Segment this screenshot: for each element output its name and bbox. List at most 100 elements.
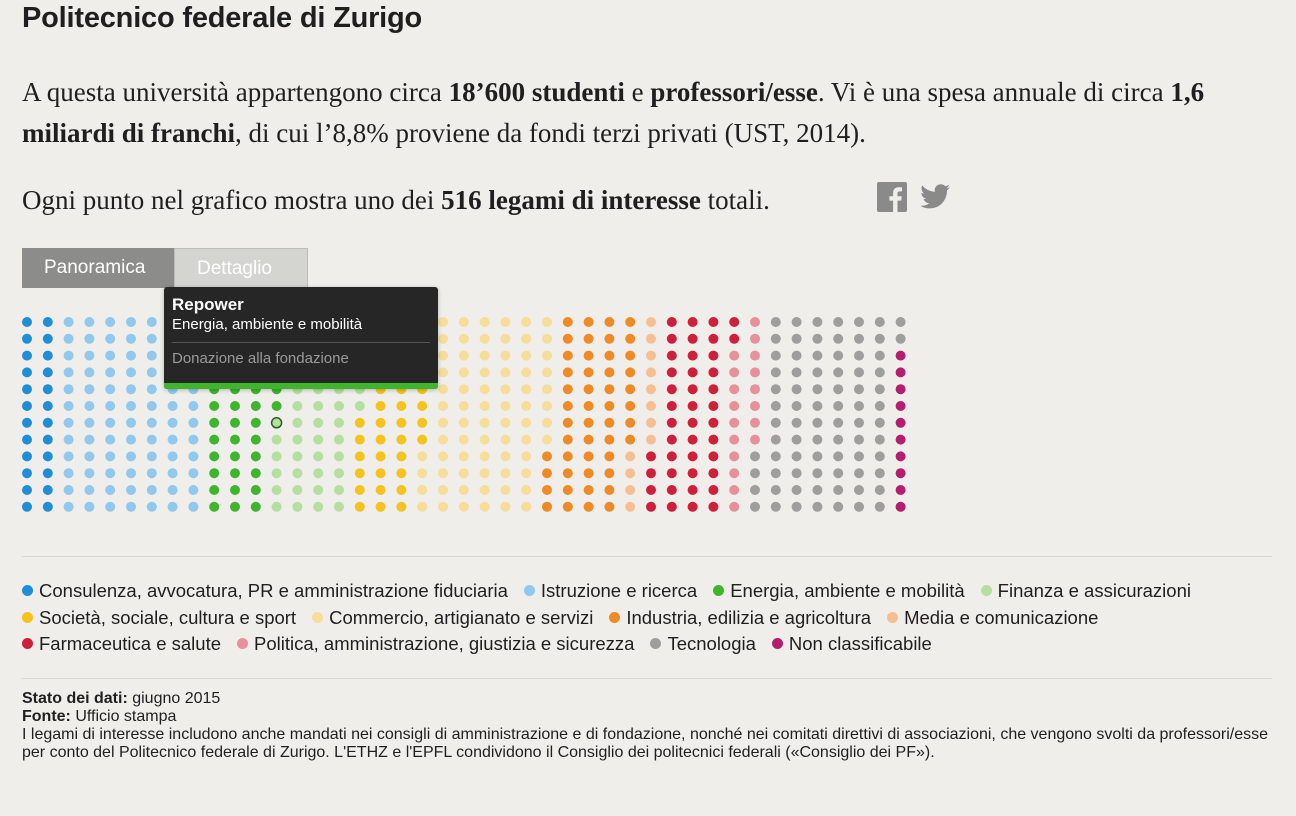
interest-dot[interactable] [895,333,906,344]
interest-dot[interactable] [708,317,719,327]
interest-dot[interactable] [604,401,615,411]
interest-dot[interactable] [708,434,719,445]
interest-dot[interactable] [812,350,823,361]
interest-dot[interactable] [438,367,448,378]
interest-dot[interactable] [604,434,615,445]
interest-dot[interactable] [708,501,719,512]
interest-dot[interactable] [791,485,802,495]
interest-dot[interactable] [458,485,469,495]
interest-dot[interactable] [292,501,303,512]
interest-dot[interactable] [542,350,552,361]
interest-dot[interactable] [833,384,844,395]
interest-dot[interactable] [209,434,220,445]
interest-dot[interactable] [438,434,448,445]
interest-dot[interactable] [438,317,448,327]
interest-dot[interactable] [770,333,781,344]
interest-dot[interactable] [209,501,220,512]
interest-dot[interactable] [417,417,428,428]
interest-dot[interactable] [542,317,552,327]
interest-dot[interactable] [666,468,677,479]
interest-dot[interactable] [42,417,53,428]
interest-dot[interactable] [562,451,573,462]
interest-dot[interactable] [271,468,282,479]
interest-dot[interactable] [458,417,469,428]
interest-dot[interactable] [458,434,469,445]
interest-dot[interactable] [84,401,95,411]
interest-dot[interactable] [625,501,636,512]
interest-dot[interactable] [687,485,698,495]
interest-dot[interactable] [854,485,864,495]
interest-dot[interactable] [646,367,656,378]
interest-dot[interactable] [583,401,594,411]
interest-dot[interactable] [770,417,781,428]
interest-dot[interactable] [458,333,469,344]
interest-dot[interactable] [479,434,490,445]
interest-dot[interactable] [895,401,906,411]
interest-dot[interactable] [708,367,719,378]
interest-dot[interactable] [895,367,906,378]
interest-dot[interactable] [230,434,240,445]
interest-dot[interactable] [146,350,157,361]
interest-dot[interactable] [895,501,906,512]
interest-dot[interactable] [625,468,636,479]
interest-dot[interactable] [708,333,719,344]
interest-dot[interactable] [417,401,428,411]
interest-dot[interactable] [458,317,469,327]
interest-dot[interactable] [209,485,220,495]
interest-dot[interactable] [729,468,740,479]
interest-dot[interactable] [250,501,261,512]
interest-dot[interactable] [396,434,407,445]
interest-dot[interactable] [292,417,303,428]
interest-dot[interactable] [458,367,469,378]
interest-dot[interactable] [625,384,636,395]
interest-dot[interactable] [500,317,511,327]
interest-dot[interactable] [292,485,303,495]
interest-dot[interactable] [146,468,157,479]
interest-dot[interactable] [521,350,532,361]
interest-dot[interactable] [84,333,95,344]
interest-dot[interactable] [105,501,116,512]
interest-dot[interactable] [791,384,802,395]
interest-dot[interactable] [313,451,324,462]
interest-dot[interactable] [42,350,53,361]
interest-dot[interactable] [500,367,511,378]
interest-dot[interactable] [479,468,490,479]
interest-dot[interactable] [63,451,74,462]
interest-dot[interactable] [126,317,136,327]
interest-dot[interactable] [126,417,136,428]
interest-dot[interactable] [812,333,823,344]
interest-dot[interactable] [22,350,32,361]
interest-dot[interactable] [625,401,636,411]
interest-dot[interactable] [479,317,490,327]
interest-dot[interactable] [354,434,365,445]
interest-dot[interactable] [63,434,74,445]
interest-dot[interactable] [646,333,656,344]
interest-dot[interactable] [750,384,760,395]
interest-dot[interactable] [105,317,116,327]
interest-dot[interactable] [646,384,656,395]
interest-dot[interactable] [105,434,116,445]
interest-dot[interactable] [542,485,552,495]
interest-dot[interactable] [583,501,594,512]
interest-dot[interactable] [521,317,532,327]
interest-dot[interactable] [770,468,781,479]
interest-dot[interactable] [833,451,844,462]
interest-dot[interactable] [687,384,698,395]
interest-dot[interactable] [396,501,407,512]
interest-dot[interactable] [833,434,844,445]
interest-dot[interactable] [500,350,511,361]
interest-dot[interactable] [604,468,615,479]
interest-dot[interactable] [791,333,802,344]
interest-dot[interactable] [521,485,532,495]
interest-dot[interactable] [666,384,677,395]
interest-dot[interactable] [334,501,344,512]
interest-dot[interactable] [334,417,344,428]
interest-dot[interactable] [396,401,407,411]
interest-dot[interactable] [334,468,344,479]
interest-dot[interactable] [292,401,303,411]
interest-dot[interactable] [833,485,844,495]
interest-dot[interactable] [874,367,885,378]
interest-dot[interactable] [105,384,116,395]
interest-dot[interactable] [542,367,552,378]
interest-dot[interactable] [438,468,448,479]
